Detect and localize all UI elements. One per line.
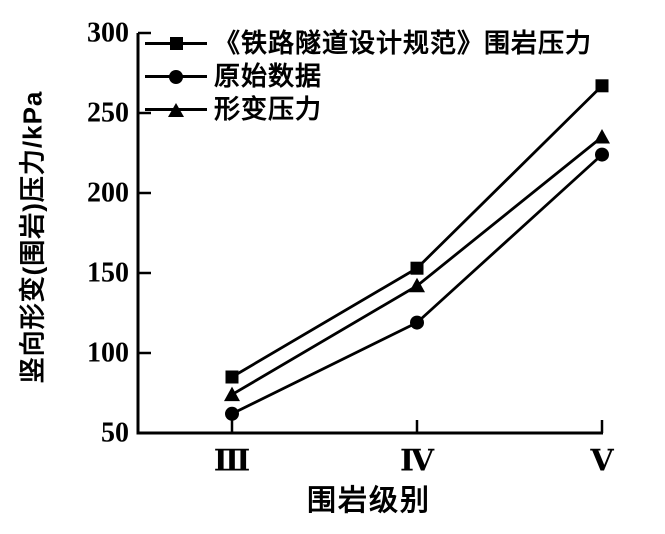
triangle-marker xyxy=(409,277,425,293)
square-marker xyxy=(225,370,239,384)
x-tick-label: Ⅴ xyxy=(589,445,614,478)
y-tick-label: 250 xyxy=(87,98,129,129)
legend-label: 《铁路隧道设计规范》围岩压力 xyxy=(214,28,593,58)
y-tick-label: 100 xyxy=(87,338,129,369)
legend-item: 《铁路隧道设计规范》围岩压力 xyxy=(145,27,592,60)
circle-marker xyxy=(410,315,424,330)
square-marker-icon xyxy=(169,37,183,50)
circle-marker xyxy=(225,406,239,421)
y-tick-label: 50 xyxy=(101,418,129,449)
legend-key xyxy=(145,93,207,126)
triangle-marker-icon xyxy=(168,102,184,117)
y-tick-label: 200 xyxy=(87,178,129,209)
legend-item: 原始数据 xyxy=(145,60,592,93)
square-marker xyxy=(410,261,424,275)
square-marker xyxy=(595,79,609,93)
triangle-marker xyxy=(224,386,240,402)
legend-item: 形变压力 xyxy=(145,93,592,126)
legend: 《铁路隧道设计规范》围岩压力 原始数据 形变压力 xyxy=(145,27,592,126)
x-tick-label: Ⅲ xyxy=(214,445,251,478)
y-tick-label: 300 xyxy=(87,18,129,49)
series-line-1 xyxy=(231,84,603,379)
y-tick-label: 150 xyxy=(87,258,129,289)
legend-label: 形变压力 xyxy=(214,94,323,124)
legend-label: 原始数据 xyxy=(214,61,323,91)
x-axis-title: 围岩级别 xyxy=(306,485,432,517)
legend-key xyxy=(145,60,207,93)
axis-frame xyxy=(136,33,603,435)
legend-key xyxy=(145,27,207,60)
triangle-marker xyxy=(594,129,610,144)
x-tick-label: Ⅳ xyxy=(400,445,435,478)
circle-marker xyxy=(595,147,609,162)
circle-marker-icon xyxy=(169,69,183,84)
y-axis-title: 竖向形变(围岩)压力/kPa xyxy=(17,90,48,384)
